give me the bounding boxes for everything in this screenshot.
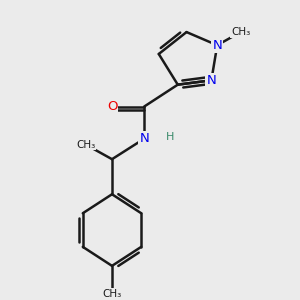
Text: CH₃: CH₃ (231, 27, 250, 37)
Text: N: N (206, 74, 216, 87)
Text: N: N (139, 132, 149, 145)
Text: N: N (212, 39, 222, 52)
Text: CH₃: CH₃ (102, 289, 122, 298)
Text: O: O (107, 100, 117, 113)
Text: CH₃: CH₃ (76, 140, 95, 150)
Text: H: H (166, 132, 174, 142)
